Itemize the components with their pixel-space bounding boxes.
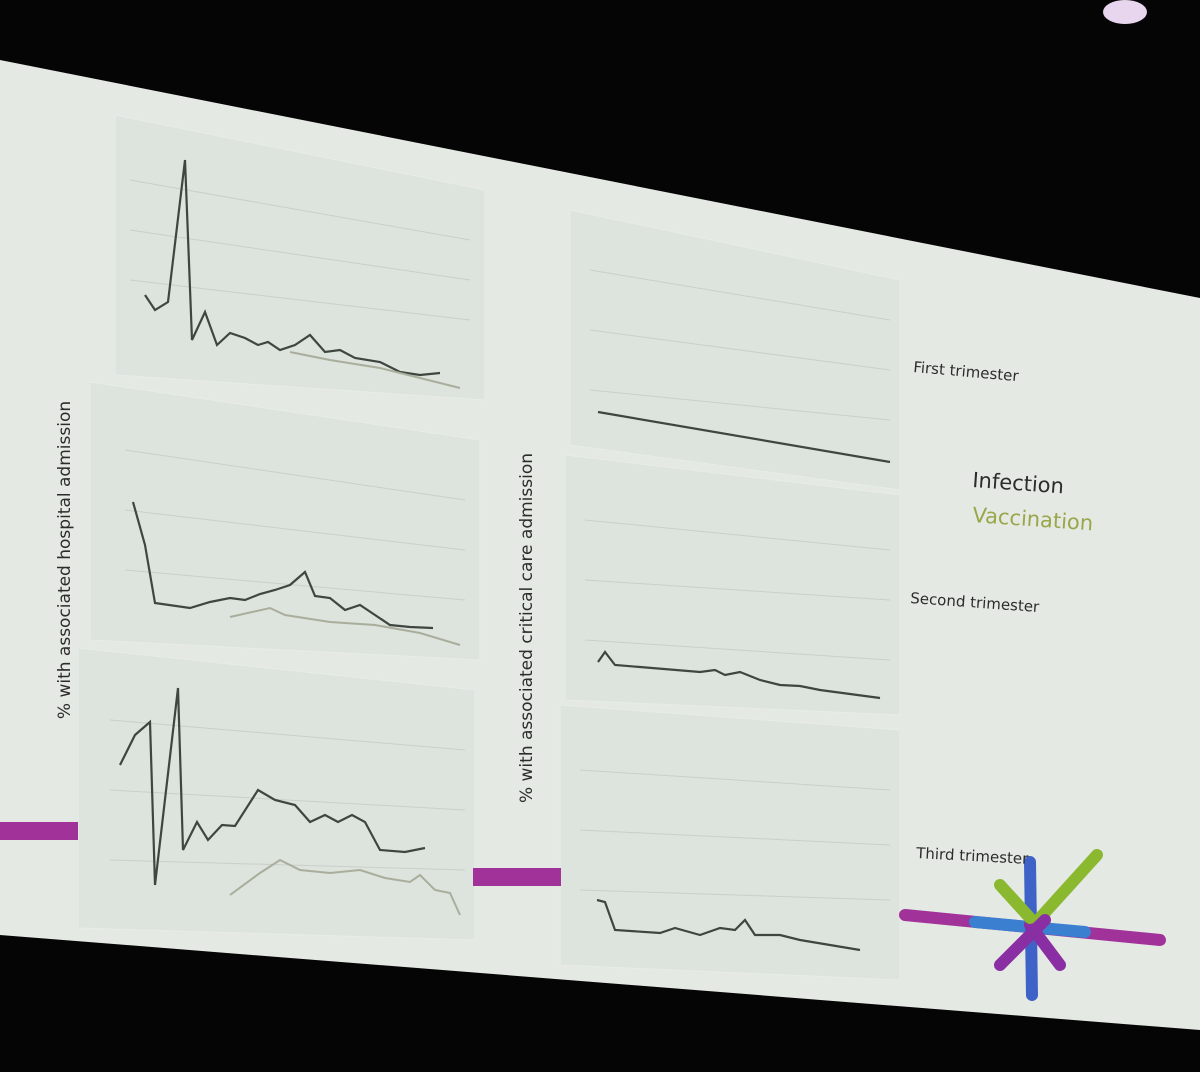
- chart-panel: [564, 454, 901, 716]
- accent-bar: [0, 822, 78, 840]
- chart-panel: [559, 704, 901, 981]
- vaccination-line: [229, 606, 461, 646]
- infection-line: [131, 501, 434, 630]
- infection-line: [597, 410, 891, 464]
- infection-line: [119, 687, 426, 886]
- chart-panel: [89, 381, 481, 661]
- chart-panel: [77, 647, 476, 941]
- vaccination-line: [229, 858, 461, 916]
- y-axis-label: % with associated critical care admissio…: [517, 453, 537, 803]
- accent-bar: [473, 868, 561, 886]
- grid-lines: [109, 179, 891, 901]
- vaccination-line: [289, 351, 461, 389]
- infection-line: [596, 898, 861, 952]
- infection-line: [144, 159, 441, 377]
- row-label: Third trimester: [915, 844, 1030, 868]
- infection-line: [597, 650, 881, 700]
- light-glare: [1103, 0, 1147, 24]
- logo: [899, 849, 1166, 1001]
- y-axis-label: % with associated hospital admission: [55, 401, 75, 719]
- chart-panel: [114, 114, 486, 401]
